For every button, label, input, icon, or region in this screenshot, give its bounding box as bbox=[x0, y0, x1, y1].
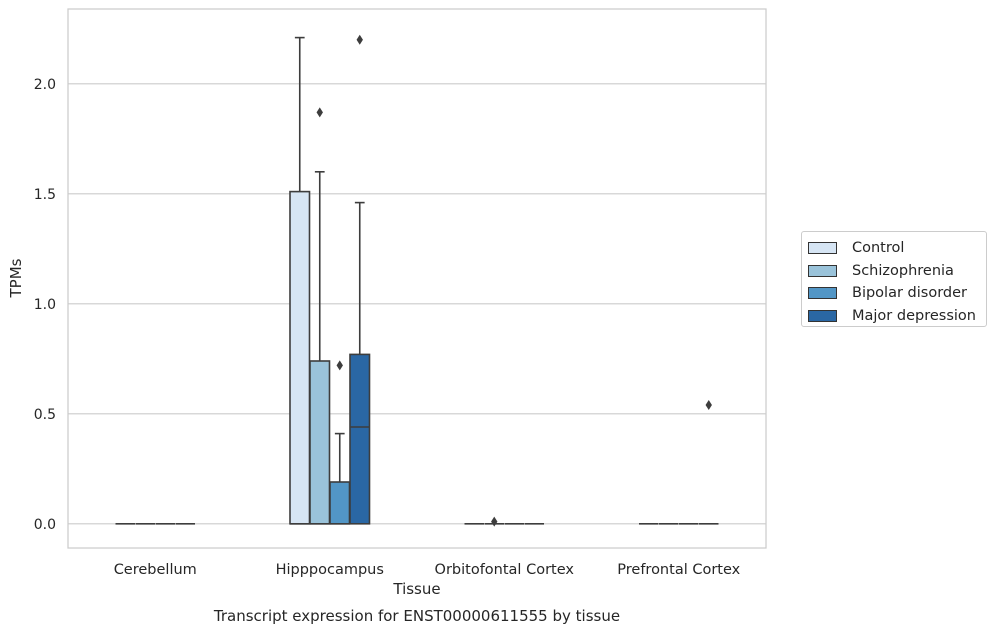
legend-label: Control bbox=[852, 240, 905, 257]
box-control bbox=[289, 36, 311, 525]
box-major-depression bbox=[699, 400, 719, 525]
y-tick-label: 1.5 bbox=[34, 187, 56, 203]
y-tick-label: 2.0 bbox=[34, 77, 56, 93]
legend-item: Major depression bbox=[808, 305, 986, 328]
outlier-point bbox=[336, 360, 343, 371]
x-axis-label: Tissue bbox=[393, 580, 441, 598]
legend-swatch bbox=[808, 264, 837, 277]
legend-label: Bipolar disorder bbox=[852, 285, 967, 302]
y-gridlines bbox=[68, 83, 766, 525]
y-tick-label: 0.5 bbox=[34, 407, 56, 423]
legend-label: Major depression bbox=[852, 307, 976, 324]
box bbox=[349, 353, 371, 525]
plot-frame bbox=[67, 8, 767, 549]
x-tick-labels: Cerebellum Hipppocampus Orbitofontal Corte… bbox=[114, 562, 741, 578]
box-bipolar-disorder bbox=[329, 360, 351, 525]
outlier-point bbox=[316, 107, 323, 118]
box bbox=[329, 481, 351, 525]
chart-caption: Transcript expression for ENST0000061155… bbox=[213, 607, 621, 625]
box-groups bbox=[115, 34, 719, 527]
legend: Control Schizophrenia Bipolar disorder Majo… bbox=[801, 231, 987, 327]
box bbox=[309, 360, 331, 525]
y-axis-label: TPMs bbox=[7, 258, 25, 298]
x-tick-label: Hipppocampus bbox=[276, 562, 384, 578]
legend-label: Schizophrenia bbox=[852, 262, 954, 279]
box-major-depression bbox=[349, 34, 371, 525]
x-tick-label: Cerebellum bbox=[114, 562, 197, 578]
outlier-point bbox=[356, 34, 363, 45]
y-tick-label: 0.0 bbox=[34, 517, 56, 533]
y-tick-label: 1.0 bbox=[34, 297, 56, 313]
outlier-point bbox=[491, 516, 498, 527]
outlier-point bbox=[705, 400, 712, 410]
legend-swatch bbox=[808, 242, 837, 255]
x-tick-label: Orbitofontal Cortex bbox=[435, 562, 575, 578]
box bbox=[289, 190, 311, 525]
y-tick-labels: 0.0 0.5 1.0 1.5 2.0 bbox=[34, 77, 56, 533]
x-tick-label: Prefrontal Cortex bbox=[617, 562, 740, 578]
legend-item: Bipolar disorder bbox=[808, 282, 986, 305]
legend-item: Schizophrenia bbox=[808, 260, 986, 283]
box-schizophrenia bbox=[484, 516, 504, 527]
legend-item: Control bbox=[808, 237, 986, 260]
legend-swatch bbox=[808, 287, 837, 300]
box-schizophrenia bbox=[309, 107, 331, 525]
legend-swatch bbox=[808, 309, 837, 322]
